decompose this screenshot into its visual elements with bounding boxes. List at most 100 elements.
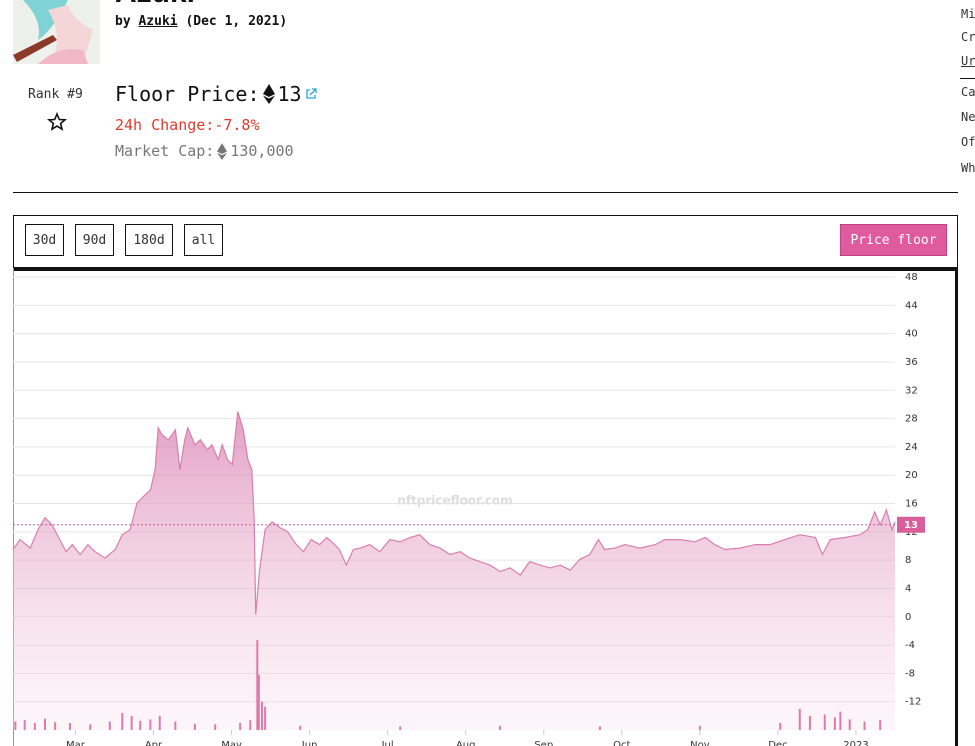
volume-bar (249, 720, 252, 730)
floor-price-label: Floor Price: (115, 82, 260, 106)
volume-bar (139, 720, 142, 730)
volume-bar (14, 721, 17, 730)
sidebar-link[interactable]: Mi (961, 7, 975, 21)
volume-bar (33, 722, 36, 730)
launch-date: (Dec 1, 2021) (185, 14, 288, 29)
x-tick-label: 2023 (843, 740, 868, 746)
x-tick-label: Aug (456, 740, 476, 746)
sidebar-link[interactable]: Cr (961, 30, 975, 44)
volume-bar (833, 717, 836, 730)
y-tick-label: 40 (905, 329, 918, 340)
floor-price: Floor Price: 13 (115, 82, 317, 106)
y-tick-label: 32 (905, 385, 918, 396)
x-tick-label: Jun (301, 740, 318, 746)
volume-bar (193, 723, 196, 730)
volume-bar (68, 722, 71, 730)
series-toggle[interactable]: Price floor (840, 224, 947, 256)
range-button[interactable]: 90d (75, 224, 114, 256)
change-24h: 24h Change:-7.8% (115, 116, 260, 134)
range-button[interactable]: 30d (25, 224, 64, 256)
market-cap-value: 130,000 (230, 142, 294, 160)
y-tick-label: 8 (905, 555, 911, 566)
volume-bar (214, 724, 217, 730)
sidebar-link[interactable]: Of (961, 135, 975, 149)
volume-bar (158, 715, 161, 730)
y-tick-label: -8 (905, 668, 915, 679)
external-link[interactable] (305, 88, 317, 100)
sidebar-link[interactable]: Ca (961, 85, 975, 99)
volume-bar (264, 706, 267, 730)
volume-bar (174, 721, 177, 730)
volume-bar (121, 713, 124, 730)
change-value: -7.8% (214, 116, 260, 134)
x-tick-label: Sep (534, 740, 553, 746)
sidebar-link[interactable]: Wh (961, 161, 975, 175)
by-text: by (115, 14, 131, 29)
favorite-star[interactable] (46, 111, 68, 136)
byline: by Azuki (Dec 1, 2021) (115, 14, 287, 29)
divider (13, 192, 958, 193)
volume-bar (848, 719, 851, 730)
floor-price-value: 13 (277, 82, 302, 106)
area-fill (13, 411, 895, 730)
volume-bar (598, 726, 601, 730)
chart-right-border (955, 268, 958, 746)
volume-bar (399, 726, 402, 730)
volume-bar (149, 719, 152, 730)
volume-bar (108, 721, 111, 730)
avatar-art (13, 0, 100, 64)
avatar (13, 0, 100, 64)
y-tick-label: 24 (905, 442, 918, 453)
volume-bar (808, 715, 811, 730)
y-tick-label: -4 (905, 640, 915, 651)
range-button[interactable]: all (184, 224, 223, 256)
x-tick-label: Oct (613, 740, 630, 746)
chart-controls: 30d 90d 180d all Price floor (13, 215, 958, 268)
price-line (12, 411, 896, 615)
volume-bar (779, 722, 782, 730)
volume-bar (798, 708, 801, 730)
range-button[interactable]: 180d (125, 224, 173, 256)
sidebar-rule (960, 78, 975, 79)
change-label: 24h Change: (115, 116, 215, 134)
volume-bar (260, 701, 263, 730)
x-tick-label: Jul (381, 740, 394, 746)
eth-icon (262, 84, 275, 104)
market-cap-label: Market Cap: (115, 142, 215, 160)
volume-bar (23, 720, 26, 730)
x-tick-label: Mar (66, 740, 86, 746)
y-tick-label: -12 (905, 697, 921, 708)
volume-bar (823, 714, 826, 730)
creator-link[interactable]: Azuki (138, 14, 178, 29)
y-tick-label: 48 (905, 272, 918, 283)
eth-icon (217, 142, 228, 160)
volume-bar (54, 722, 57, 730)
x-tick-label: Apr (145, 740, 163, 746)
star-icon (46, 111, 68, 131)
volume-bar (239, 722, 242, 730)
volume-bar (863, 721, 866, 730)
rank: Rank #9 (28, 87, 83, 102)
y-tick-label: 16 (905, 499, 918, 510)
current-price-label: 13 (904, 520, 918, 531)
volume-bar (299, 725, 302, 730)
y-tick-label: 44 (905, 300, 918, 311)
volume-bar (256, 640, 259, 730)
volume-bar (698, 725, 701, 730)
volume-bar (499, 725, 502, 730)
y-tick-label: 4 (905, 583, 911, 594)
current-price-box (897, 516, 925, 533)
volume-bar (89, 724, 92, 730)
sidebar-link[interactable]: Ne (961, 110, 975, 124)
collection-title: Azuki (115, 0, 195, 10)
chart-top-bar (13, 268, 958, 271)
volume-bar (44, 718, 47, 730)
x-tick-label: Nov (690, 740, 710, 746)
x-tick-label: Dec (768, 740, 787, 746)
volume-bar (257, 674, 260, 730)
watermark: nftpricefloor.com (397, 494, 512, 508)
sidebar-link[interactable]: Ur (961, 54, 975, 68)
volume-bar (130, 715, 133, 730)
